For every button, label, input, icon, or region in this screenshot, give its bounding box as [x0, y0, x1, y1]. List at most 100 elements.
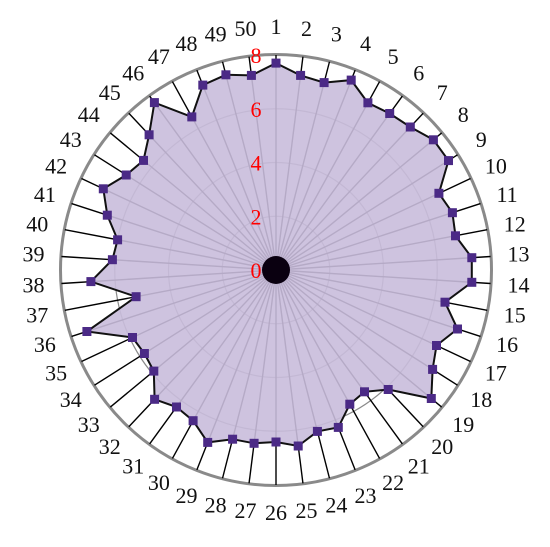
data-point-13	[467, 253, 477, 263]
category-label-31: 31	[122, 454, 144, 479]
tick-label-4: 4	[251, 151, 262, 176]
category-label-33: 33	[78, 412, 100, 437]
category-label-22: 22	[382, 470, 404, 495]
category-label-23: 23	[355, 483, 377, 508]
data-point-45	[144, 130, 154, 140]
tick-label-0: 0	[251, 258, 262, 283]
category-label-15: 15	[504, 303, 526, 328]
category-label-9: 9	[476, 127, 487, 152]
category-label-12: 12	[504, 212, 526, 237]
category-label-8: 8	[458, 102, 469, 127]
category-label-19: 19	[452, 412, 474, 437]
data-point-26	[271, 437, 281, 447]
data-point-44	[139, 155, 148, 165]
category-label-21: 21	[408, 454, 430, 479]
category-label-4: 4	[360, 31, 371, 56]
category-label-47: 47	[148, 44, 170, 69]
category-label-30: 30	[148, 470, 170, 495]
category-label-39: 39	[23, 242, 45, 267]
category-label-16: 16	[496, 332, 518, 357]
category-label-28: 28	[205, 492, 227, 517]
category-label-36: 36	[34, 332, 56, 357]
data-point-40	[113, 235, 123, 245]
data-point-21	[360, 387, 369, 397]
data-series	[82, 58, 477, 451]
category-label-7: 7	[437, 80, 448, 105]
category-label-46: 46	[122, 60, 144, 85]
data-point-3	[319, 78, 329, 88]
data-point-31	[172, 402, 181, 412]
category-label-5: 5	[388, 44, 399, 69]
data-point-36	[82, 327, 92, 336]
category-label-37: 37	[26, 303, 48, 328]
data-point-39	[107, 255, 117, 265]
category-label-38: 38	[23, 272, 45, 297]
data-point-33	[149, 366, 159, 376]
category-label-26: 26	[265, 500, 287, 525]
tick-label-6: 6	[251, 97, 262, 122]
data-point-24	[312, 426, 322, 436]
category-label-3: 3	[331, 22, 342, 47]
category-label-29: 29	[176, 483, 198, 508]
category-label-40: 40	[26, 212, 48, 237]
category-label-6: 6	[413, 60, 424, 85]
data-point-18	[428, 364, 438, 374]
category-label-49: 49	[205, 22, 227, 47]
category-label-18: 18	[470, 387, 492, 412]
category-label-43: 43	[60, 127, 82, 152]
category-label-13: 13	[508, 242, 530, 267]
data-point-34	[139, 349, 149, 358]
category-label-34: 34	[60, 387, 82, 412]
data-point-22	[345, 399, 355, 409]
data-point-32	[150, 394, 160, 404]
category-label-24: 24	[325, 492, 347, 517]
category-label-20: 20	[431, 434, 453, 459]
data-point-25	[293, 441, 303, 451]
outer-boundary	[59, 53, 493, 487]
data-point-42	[98, 184, 108, 194]
data-point-17	[432, 341, 441, 350]
data-point-16	[453, 324, 462, 334]
category-label-11: 11	[497, 182, 518, 207]
data-point-10	[434, 188, 444, 198]
data-point-43	[121, 170, 131, 180]
category-label-14: 14	[508, 272, 530, 297]
data-point-12	[451, 231, 460, 241]
data-point-11	[447, 208, 457, 218]
data-point-38	[86, 277, 96, 287]
data-point-35	[128, 333, 137, 342]
radial-tick-labels: 0 2 4 6 8	[251, 43, 262, 283]
data-point-48	[198, 80, 208, 90]
data-point-7	[405, 122, 415, 132]
category-label-17: 17	[485, 361, 507, 386]
data-point-50	[246, 70, 256, 80]
category-label-42: 42	[45, 154, 67, 179]
data-point-15	[440, 297, 450, 307]
category-label-41: 41	[34, 182, 56, 207]
data-point-9	[444, 156, 453, 166]
data-point-47	[187, 112, 197, 122]
category-label-35: 35	[45, 361, 67, 386]
category-label-10: 10	[485, 154, 507, 179]
data-point-49	[221, 70, 231, 80]
data-point-2	[296, 70, 306, 80]
category-labels: 1 2 3 4567891011121314151617181920212223242…	[23, 14, 530, 525]
category-label-27: 27	[235, 498, 257, 523]
tick-label-8: 8	[251, 43, 262, 68]
category-label-45: 45	[99, 80, 121, 105]
category-label-25: 25	[296, 498, 318, 523]
center-hub	[262, 256, 290, 284]
data-point-19	[426, 394, 436, 403]
data-point-6	[385, 109, 395, 118]
data-point-30	[188, 416, 198, 426]
data-point-20	[383, 385, 393, 394]
data-point-1	[271, 58, 281, 68]
series-area	[84, 61, 473, 448]
data-point-8	[428, 135, 438, 145]
data-point-14	[467, 277, 477, 287]
data-point-23	[333, 422, 343, 432]
data-point-4	[346, 75, 356, 85]
data-point-28	[228, 434, 238, 444]
category-label-48: 48	[176, 31, 198, 56]
